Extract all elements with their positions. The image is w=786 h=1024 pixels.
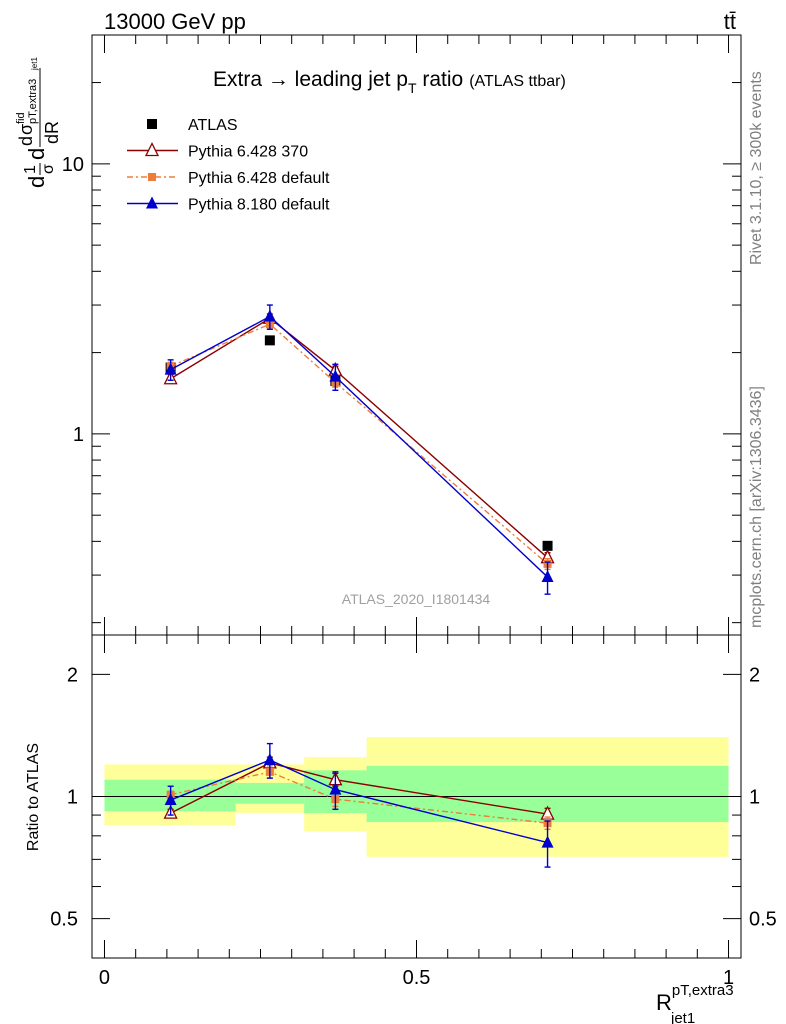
energy-label: 13000 GeV pp bbox=[104, 9, 246, 34]
legend-marker bbox=[148, 173, 156, 181]
ylabel-d3: d bbox=[16, 136, 36, 146]
xlabel-main: R bbox=[656, 990, 672, 1015]
legend: ATLAS Pythia 6.428 370 Pythia 6.428 defaul… bbox=[127, 117, 330, 214]
ratio-panel-ticks: 0.5 0.5 1 1 2 2 0 0.5 1 bbox=[50, 635, 777, 989]
main-ytick-label: 10 bbox=[62, 154, 84, 176]
ratio-ytick-label-right: 0.5 bbox=[749, 909, 777, 931]
ratio-series-2 bbox=[164, 742, 554, 868]
ylabel-ptextra: pT,extra3 bbox=[27, 79, 39, 124]
xlabel-sup: pT,extra3 bbox=[672, 982, 734, 999]
main-point bbox=[329, 369, 342, 382]
mcplots-label: mcplots.cern.ch [arXiv:1306.3436] bbox=[748, 386, 765, 628]
legend-label: ATLAS bbox=[188, 117, 238, 134]
legend-marker bbox=[144, 142, 160, 157]
main-point bbox=[164, 362, 177, 375]
ratio-ytick-label: 2 bbox=[67, 664, 78, 686]
main-ylabel: d 1 σ d d σ fid pT,extra3 dR jet1 bbox=[15, 57, 62, 188]
main-title-text: Extra → leading jet p bbox=[213, 68, 408, 91]
ratio-ytick-label-right: 1 bbox=[749, 787, 760, 809]
main-line-1 bbox=[170, 317, 549, 559]
ratio-panel-frame bbox=[91, 634, 742, 959]
ratio-bands bbox=[104, 737, 729, 857]
main-series-3 bbox=[164, 304, 554, 595]
main-ytick-label: 1 bbox=[73, 424, 84, 446]
process-label: tt̄ bbox=[724, 9, 736, 34]
ylabel-d2: d bbox=[24, 148, 49, 160]
main-series-0 bbox=[165, 335, 553, 551]
legend-label: Pythia 6.428 default bbox=[188, 170, 330, 187]
ratio-xlabel: RpT,extra3 jet1 bbox=[656, 982, 734, 1024]
ratio-ytick-label: 1 bbox=[67, 787, 78, 809]
main-panel-ticks: 1 10 bbox=[62, 34, 741, 635]
main-title-note: (ATLAS ttbar) bbox=[469, 73, 566, 90]
ratio-line-2 bbox=[170, 759, 548, 844]
analysis-tag: ATLAS_2020_I1801434 bbox=[342, 591, 491, 607]
ratio-point bbox=[263, 753, 276, 766]
main-title: Extra → leading jet pT ratio (ATLAS ttbar… bbox=[213, 68, 566, 96]
main-point bbox=[264, 335, 275, 346]
main-point bbox=[542, 540, 553, 551]
main-point bbox=[263, 309, 276, 322]
xlabel-sub: jet1 bbox=[670, 1010, 695, 1024]
ylabel-one: 1 bbox=[22, 165, 39, 174]
ratio-point bbox=[541, 835, 554, 848]
main-point bbox=[541, 570, 554, 583]
main-line-3 bbox=[170, 315, 549, 578]
ratio-ytick-label: 0.5 bbox=[50, 909, 78, 931]
main-series-1 bbox=[163, 309, 555, 564]
main-line-2 bbox=[170, 323, 549, 565]
legend-label: Pythia 6.428 370 bbox=[188, 144, 308, 161]
main-title-sub: T bbox=[408, 80, 417, 96]
rivet-label: Rivet 3.1.10, ≥ 300k events bbox=[748, 71, 765, 265]
ratio-xtick-label: 0.5 bbox=[403, 967, 431, 989]
ratio-point bbox=[329, 782, 342, 795]
ylabel-fid: fid bbox=[15, 112, 27, 124]
ratio-ylabel: Ratio to ATLAS bbox=[25, 743, 42, 851]
main-title-rest: ratio bbox=[417, 68, 464, 91]
ylabel-d1: d bbox=[24, 176, 49, 188]
ylabel-sigma: σ bbox=[40, 164, 57, 174]
legend-label: Pythia 8.180 default bbox=[188, 197, 330, 214]
ylabel-dr: dR bbox=[42, 121, 62, 144]
ratio-xtick-label: 1 bbox=[723, 967, 734, 989]
ratio-point bbox=[164, 793, 177, 806]
main-series-2 bbox=[166, 318, 552, 571]
ratio-line-0 bbox=[170, 762, 548, 815]
ratio-series bbox=[163, 742, 555, 868]
ylabel-jet1: jet1 bbox=[30, 57, 39, 71]
legend-marker bbox=[146, 196, 158, 209]
ratio-ytick-label-right: 2 bbox=[749, 664, 760, 686]
ratio-band-green bbox=[235, 782, 305, 804]
ratio-xtick-label: 0 bbox=[99, 967, 110, 989]
main-series bbox=[163, 304, 555, 595]
ylabel-sigma2: σ bbox=[16, 124, 36, 135]
legend-marker bbox=[147, 119, 157, 129]
